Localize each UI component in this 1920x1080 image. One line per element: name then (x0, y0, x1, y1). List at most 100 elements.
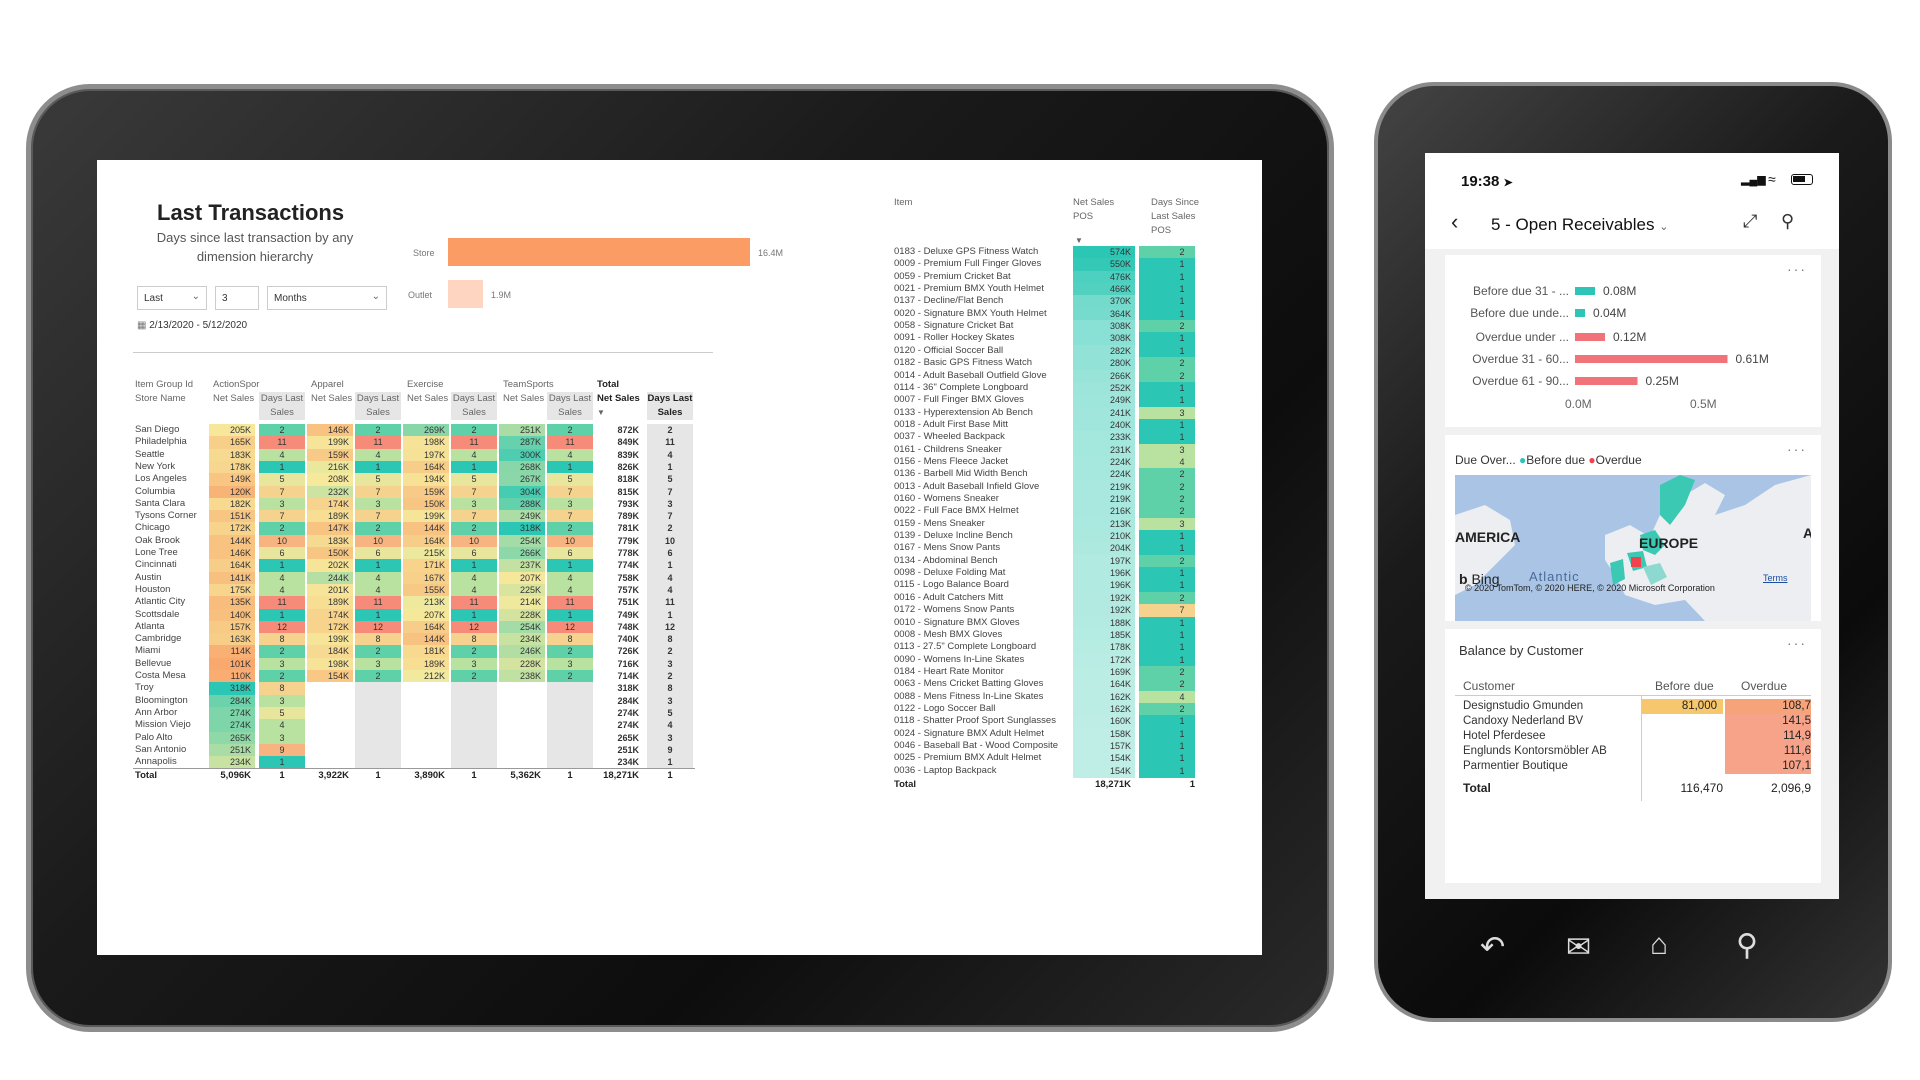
net-sales-cell: 214K (499, 596, 545, 610)
net-sales-cell: 318K (209, 682, 255, 696)
net-sales-cell (307, 743, 353, 757)
net-sales-cell: 237K (499, 559, 545, 573)
before-due-cell (1641, 714, 1723, 729)
search-nav-icon[interactable]: ⚲ (1736, 929, 1758, 962)
net-sales-cell (499, 682, 545, 696)
item-days-cell: 1 (1139, 764, 1195, 778)
items-total-label: Total (894, 779, 916, 791)
item-net-sales-cell: 157K (1073, 740, 1135, 753)
axis-tick-label: 0.0M (1565, 397, 1592, 411)
days-cell: 1 (451, 559, 497, 573)
filter-unit-select[interactable]: Months ⌄ (267, 286, 387, 310)
table-row[interactable]: Candoxy Nederland BV 141,5 (1445, 714, 1821, 729)
customer-name: Candoxy Nederland BV (1463, 715, 1584, 727)
receivable-bar[interactable] (1575, 333, 1605, 341)
days-cell: 10 (259, 534, 305, 548)
bar-store[interactable] (448, 238, 750, 266)
net-sales-cell: 232K (307, 485, 353, 499)
item-days-cell: 3 (1139, 517, 1195, 531)
days-cell: 4 (355, 583, 401, 597)
search-icon[interactable]: ⚲ (1781, 211, 1795, 231)
total-days-cell: 12 (647, 620, 693, 634)
item-name: 0014 - Adult Baseball Outfield Glove (894, 369, 1047, 381)
net-sales-cell: 228K (499, 608, 545, 622)
net-sales-cell: 164K (209, 559, 255, 573)
table-row[interactable]: Designstudio Gmunden 81,000 108,7 (1445, 699, 1821, 714)
header-item-group: Item Group Id (135, 379, 194, 390)
status-time-label: 19:38 (1461, 173, 1500, 190)
receivable-bar[interactable] (1575, 355, 1728, 363)
filter-number-input[interactable]: 3 (215, 286, 259, 310)
report-title: Last Transactions (157, 200, 345, 225)
net-sales-cell: 202K (307, 559, 353, 573)
home-icon[interactable]: ⌂ (1650, 928, 1669, 961)
net-sales-cell: 146K (209, 547, 255, 560)
store-name: Atlanta (135, 620, 165, 632)
total-net-cell: 781K (617, 523, 639, 534)
total-net-cell: 714K (617, 671, 639, 681)
page-title[interactable]: 5 - Open Receivables ⌄ (1491, 215, 1668, 235)
store-name: Columbia (135, 485, 176, 497)
net-sales-cell: 183K (307, 534, 353, 548)
item-net-sales-cell: 280K (1073, 357, 1135, 371)
store-name: Atlantic City (135, 596, 186, 608)
net-sales-cell (307, 719, 353, 733)
total-days-cell: 8 (647, 633, 693, 647)
total-net-cell: 748K (617, 621, 639, 632)
total-net-cell: 774K (617, 560, 639, 571)
item-days-cell: 1 (1139, 344, 1195, 358)
days-cell: 7 (355, 485, 401, 499)
days-cell: 4 (451, 583, 497, 597)
sort-down-icon[interactable]: ▼ (1075, 236, 1083, 245)
store-name: Los Angeles (135, 473, 187, 485)
expand-icon[interactable]: ⤢ (1743, 211, 1758, 231)
map-view[interactable]: AMERICA EUROPE A Atlantic b Bing Terms ©… (1455, 475, 1811, 621)
filter-last-select[interactable]: Last ⌄ (137, 286, 207, 310)
net-sales-cell: 318K (499, 522, 545, 536)
item-net-sales-cell: 192K (1073, 604, 1135, 618)
item-name: 0182 - Basic GPS Fitness Watch (894, 357, 1032, 369)
item-name: 0137 - Decline/Flat Bench (894, 295, 1004, 307)
bar-outlet[interactable] (448, 280, 483, 308)
item-net-sales-cell: 249K (1073, 394, 1135, 408)
net-sales-cell (307, 694, 353, 708)
receivable-bar[interactable] (1575, 287, 1595, 295)
more-options-icon[interactable]: ··· (1787, 441, 1807, 457)
sort-down-icon[interactable]: ▼ (597, 408, 605, 417)
days-cell: 2 (355, 645, 401, 659)
days-cell (355, 756, 401, 770)
more-options-icon[interactable]: ··· (1787, 635, 1807, 651)
store-name: Chicago (135, 522, 170, 534)
map-terms-link[interactable]: Terms (1763, 573, 1788, 583)
page-title-label: 5 - Open Receivables (1491, 215, 1655, 234)
back-icon[interactable]: ‹ (1451, 209, 1459, 234)
table-row[interactable]: Englunds Kontorsmöbler AB 111,6 (1445, 744, 1821, 759)
item-days-cell: 1 (1139, 394, 1195, 408)
days-cell: 3 (355, 657, 401, 671)
item-net-sales-cell: 574K (1073, 246, 1135, 259)
item-days-cell: 2 (1139, 591, 1195, 605)
net-sales-cell: 149K (209, 473, 255, 487)
mail-icon[interactable]: ✉ (1566, 931, 1592, 964)
days-cell: 4 (259, 719, 305, 733)
table-row[interactable]: Parmentier Boutique 107,1 (1445, 759, 1821, 774)
days-cell: 4 (259, 583, 305, 597)
more-options-icon[interactable]: ··· (1787, 261, 1807, 277)
net-sales-cell (499, 756, 545, 770)
receivable-bar[interactable] (1575, 309, 1585, 317)
total-net-cell: 318K (617, 683, 639, 694)
item-name: 0025 - Premium BMX Adult Helmet (894, 752, 1042, 764)
table-row[interactable]: Hotel Pferdesee 114,9 (1445, 729, 1821, 744)
back-nav-icon[interactable]: ↶ (1480, 931, 1506, 964)
item-days-cell: 1 (1139, 258, 1195, 272)
store-name: Seattle (135, 448, 165, 460)
receivable-bar[interactable] (1575, 377, 1638, 385)
map-label-europe: EUROPE (1639, 535, 1699, 551)
store-name: Austin (135, 571, 162, 583)
days-cell: 7 (259, 510, 305, 524)
item-net-sales-cell: 240K (1073, 418, 1135, 432)
customer-name: Hotel Pferdesee (1463, 730, 1546, 742)
total-net-cell: 758K (617, 572, 639, 583)
days-cell: 5 (451, 473, 497, 487)
col-total-days: Days Last (647, 392, 693, 406)
